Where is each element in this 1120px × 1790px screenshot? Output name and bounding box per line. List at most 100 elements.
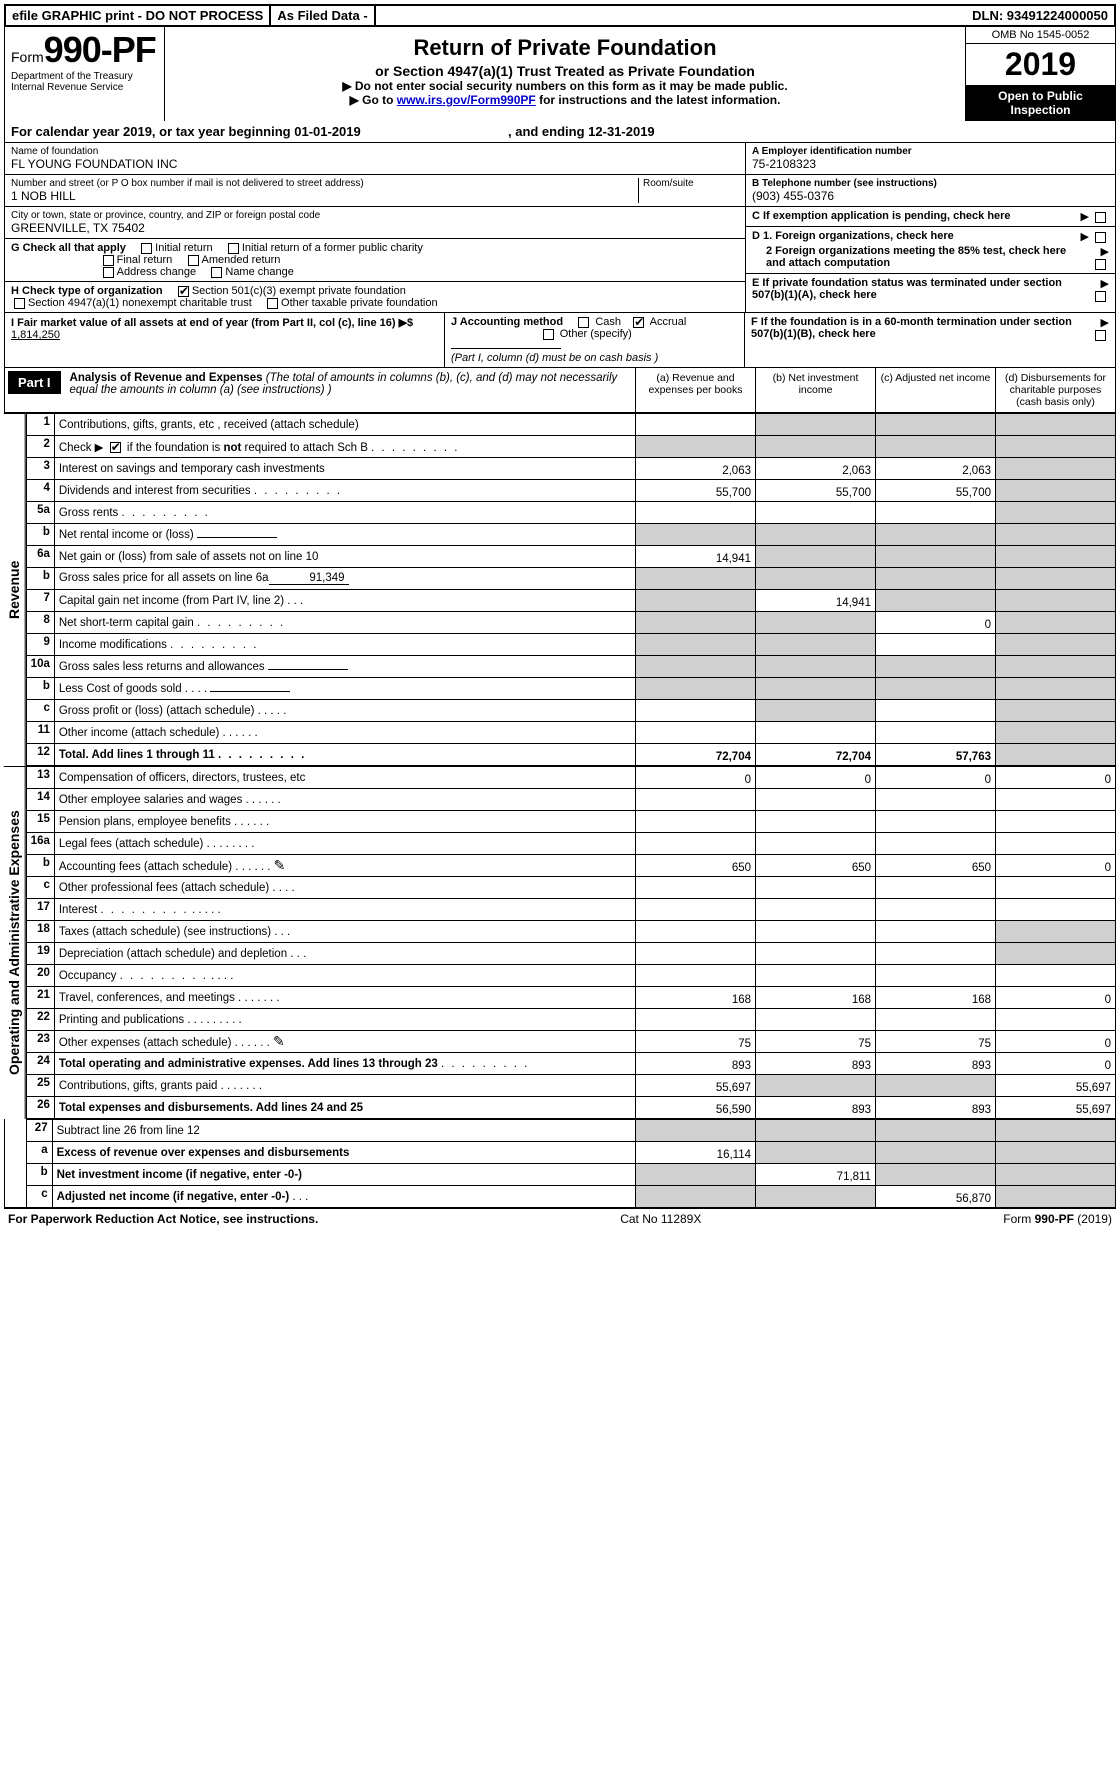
- form-header: Form990-PF Department of the Treasury In…: [4, 27, 1116, 121]
- opt-initial-return: Initial return: [155, 242, 212, 254]
- header-left: Form990-PF Department of the Treasury In…: [5, 27, 165, 121]
- info-left: Name of foundation FL YOUNG FOUNDATION I…: [5, 143, 745, 312]
- col-d-header: (d) Disbursements for charitable purpose…: [995, 368, 1115, 412]
- opt-final-return: Final return: [117, 254, 173, 266]
- g-label: G Check all that apply: [11, 242, 126, 254]
- opt-501c3: Section 501(c)(3) exempt private foundat…: [192, 285, 406, 297]
- opt-address-change: Address change: [117, 266, 197, 278]
- h-row: H Check type of organization Section 501…: [5, 282, 745, 312]
- room-cell: Room/suite: [639, 178, 739, 203]
- checkbox-name-change[interactable]: [211, 267, 222, 278]
- checkbox-cash[interactable]: [578, 317, 589, 328]
- arrow-icon: ▶: [1080, 210, 1088, 223]
- table-row: 25Contributions, gifts, grants paid . . …: [26, 1075, 1115, 1097]
- opt-cash: Cash: [595, 316, 621, 328]
- table-row: 18Taxes (attach schedule) (see instructi…: [26, 921, 1115, 943]
- i-value: 1,814,250: [11, 329, 60, 341]
- city-label: City or town, state or province, country…: [11, 210, 739, 221]
- part1-col-headers: (a) Revenue and expenses per books (b) N…: [635, 368, 1115, 412]
- street-cell: Number and street (or P O box number if …: [11, 178, 639, 203]
- e-row: E If private foundation status was termi…: [746, 274, 1115, 305]
- form-prefix: Form: [11, 49, 44, 65]
- line27-section: 27Subtract line 26 from line 12 aExcess …: [4, 1119, 1116, 1208]
- table-row: bAccounting fees (attach schedule) . . .…: [26, 855, 1115, 877]
- expenses-section: Operating and Administrative Expenses 13…: [4, 766, 1116, 1119]
- form-note-1: ▶ Do not enter social security numbers o…: [175, 79, 955, 93]
- col-b-header: (b) Net investment income: [755, 368, 875, 412]
- form-num: 990-PF: [44, 29, 156, 70]
- table-row: 22Printing and publications . . . . . . …: [26, 1009, 1115, 1031]
- h-label: H Check type of organization: [11, 285, 163, 297]
- note2-pre: ▶ Go to: [350, 93, 397, 107]
- ijf-row: I Fair market value of all assets at end…: [4, 313, 1116, 368]
- line-6a-sales: 91,349: [269, 572, 349, 585]
- calyear-begin: 01-01-2019: [294, 124, 361, 139]
- checkbox-amended[interactable]: [188, 255, 199, 266]
- attachment-icon[interactable]: ✎: [274, 857, 286, 873]
- table-row: 12Total. Add lines 1 through 11 72,70472…: [26, 744, 1115, 766]
- table-row: bLess Cost of goods sold . . . .: [26, 678, 1115, 700]
- opt-other-method: Other (specify): [560, 328, 632, 340]
- note2-post: for instructions and the latest informat…: [536, 93, 781, 107]
- opt-4947: Section 4947(a)(1) nonexempt charitable …: [28, 297, 252, 309]
- checkbox-other-method[interactable]: [543, 329, 554, 340]
- table-row: 11Other income (attach schedule) . . . .…: [26, 722, 1115, 744]
- street-label: Number and street (or P O box number if …: [11, 178, 634, 189]
- part1-header: Part I Analysis of Revenue and Expenses …: [4, 368, 1116, 413]
- tax-year: 2019: [966, 44, 1115, 85]
- checkbox-c[interactable]: [1095, 212, 1106, 223]
- street-value: 1 NOB HILL: [11, 189, 634, 203]
- checkbox-4947[interactable]: [14, 298, 25, 309]
- header-center: Return of Private Foundation or Section …: [165, 27, 965, 121]
- table-row: 7Capital gain net income (from Part IV, …: [26, 590, 1115, 612]
- part1-label: Part I: [8, 371, 61, 394]
- info-grid: Name of foundation FL YOUNG FOUNDATION I…: [4, 143, 1116, 313]
- footer-left: For Paperwork Reduction Act Notice, see …: [8, 1212, 318, 1226]
- opt-accrual: Accrual: [650, 316, 687, 328]
- header-right: OMB No 1545-0052 2019 Open to Public Ins…: [965, 27, 1115, 121]
- checkbox-d2[interactable]: [1095, 259, 1106, 270]
- table-row: 19Depreciation (attach schedule) and dep…: [26, 943, 1115, 965]
- form-note-2: ▶ Go to www.irs.gov/Form990PF for instru…: [175, 93, 955, 107]
- checkbox-initial-former[interactable]: [228, 243, 239, 254]
- table-row: cGross profit or (loss) (attach schedule…: [26, 700, 1115, 722]
- dept-treasury: Department of the Treasury: [11, 71, 158, 82]
- efile-notice: efile GRAPHIC print - DO NOT PROCESS: [6, 6, 271, 25]
- footer-right: Form 990-PF (2019): [1003, 1212, 1112, 1226]
- table-row: 3Interest on savings and temporary cash …: [26, 458, 1115, 480]
- form-title: Return of Private Foundation: [175, 35, 955, 61]
- checkbox-e[interactable]: [1095, 291, 1106, 302]
- checkbox-other-taxable[interactable]: [267, 298, 278, 309]
- opt-initial-former: Initial return of a former public charit…: [242, 242, 423, 254]
- table-row: 10aGross sales less returns and allowanc…: [26, 656, 1115, 678]
- checkbox-501c3[interactable]: [178, 286, 189, 297]
- foundation-name-cell: Name of foundation FL YOUNG FOUNDATION I…: [5, 143, 745, 175]
- table-row: cOther professional fees (attach schedul…: [26, 877, 1115, 899]
- table-row: 21Travel, conferences, and meetings . . …: [26, 987, 1115, 1009]
- col-a-header: (a) Revenue and expenses per books: [635, 368, 755, 412]
- table-row: 9Income modifications: [26, 634, 1115, 656]
- checkbox-d1[interactable]: [1095, 232, 1106, 243]
- i-label: I Fair market value of all assets at end…: [11, 317, 413, 329]
- c-label: C If exemption application is pending, c…: [752, 210, 1011, 222]
- table-row: 16aLegal fees (attach schedule) . . . . …: [26, 833, 1115, 855]
- checkbox-final-return[interactable]: [103, 255, 114, 266]
- attachment-icon[interactable]: ✎: [273, 1033, 285, 1049]
- checkbox-address-change[interactable]: [103, 267, 114, 278]
- table-row: aExcess of revenue over expenses and dis…: [26, 1142, 1115, 1164]
- info-right: A Employer identification number 75-2108…: [745, 143, 1115, 312]
- table-row: 24Total operating and administrative exp…: [26, 1053, 1115, 1075]
- expenses-table: 13Compensation of officers, directors, t…: [26, 766, 1116, 1119]
- irs-link[interactable]: www.irs.gov/Form990PF: [397, 93, 536, 107]
- j-note: (Part I, column (d) must be on cash basi…: [451, 352, 658, 364]
- ein-value: 75-2108323: [752, 157, 1109, 171]
- checkbox-f[interactable]: [1095, 330, 1106, 341]
- f-cell: F If the foundation is in a 60-month ter…: [745, 313, 1115, 367]
- checkbox-initial-return[interactable]: [141, 243, 152, 254]
- checkbox-sch-b[interactable]: [110, 442, 121, 453]
- ein-cell: A Employer identification number 75-2108…: [746, 143, 1115, 175]
- top-bar: efile GRAPHIC print - DO NOT PROCESS As …: [4, 4, 1116, 27]
- checkbox-accrual[interactable]: [633, 317, 644, 328]
- col-c-header: (c) Adjusted net income: [875, 368, 995, 412]
- calyear-text-a: For calendar year 2019, or tax year begi…: [11, 124, 294, 139]
